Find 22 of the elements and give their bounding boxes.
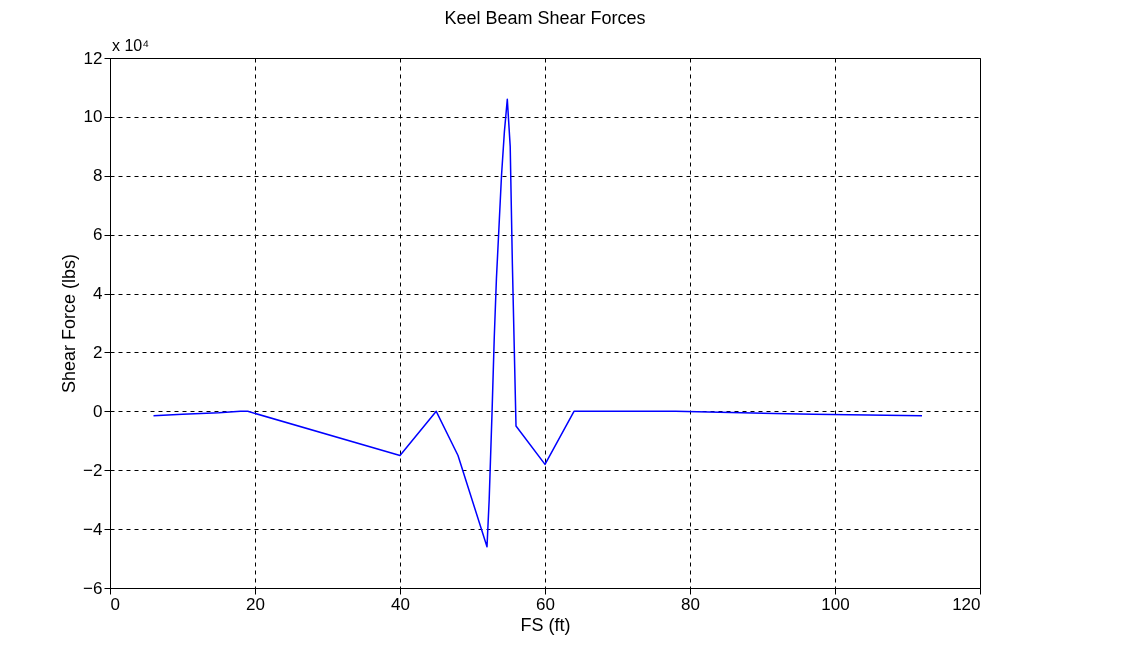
x-tick-label: 80 xyxy=(681,594,700,614)
y-tick-label: 10 xyxy=(83,107,103,127)
y-tick-label: 2 xyxy=(93,342,103,362)
text: x 10⁴ xyxy=(112,37,150,54)
x-tick-label: 0 xyxy=(110,594,120,614)
line-series xyxy=(152,98,923,548)
y-tick-label: −4 xyxy=(83,519,103,539)
x-tick-label: 60 xyxy=(536,594,555,614)
y-tick-label: −6 xyxy=(83,578,103,598)
y-tick-label: 8 xyxy=(93,166,103,186)
y-tick-label: −2 xyxy=(83,460,103,480)
x-tick-label: 40 xyxy=(391,594,410,614)
x-tick-label: 100 xyxy=(821,594,850,614)
chart-title: Keel Beam Shear Forces xyxy=(444,8,646,28)
y-axis-title: Shear Force (lbs) xyxy=(59,253,80,394)
y-tick-label: 6 xyxy=(93,225,103,245)
x-tick-label: 20 xyxy=(246,594,265,614)
y-tick-label: 4 xyxy=(93,284,103,304)
y-tick-label: 12 xyxy=(83,48,103,68)
x-axis-title: FS (ft) xyxy=(520,614,571,635)
x-tick-label: 120 xyxy=(952,594,981,614)
y-tick-label: 0 xyxy=(93,401,103,421)
